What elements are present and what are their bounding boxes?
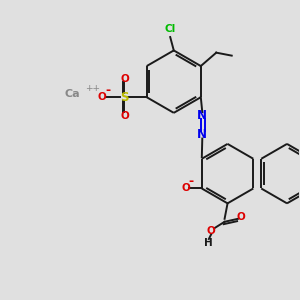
Text: S: S (120, 91, 129, 104)
Text: O: O (98, 92, 106, 102)
Text: O: O (237, 212, 245, 222)
Text: O: O (120, 74, 129, 84)
Text: -: - (105, 84, 110, 97)
Text: -: - (189, 176, 194, 188)
Text: N: N (197, 109, 207, 122)
Text: H: H (204, 238, 213, 248)
Text: N: N (197, 128, 207, 142)
Text: O: O (181, 184, 190, 194)
Text: Cl: Cl (165, 24, 176, 34)
Text: O: O (120, 111, 129, 121)
Text: ++: ++ (85, 84, 100, 93)
Text: Ca: Ca (64, 89, 80, 99)
Text: O: O (207, 226, 216, 236)
